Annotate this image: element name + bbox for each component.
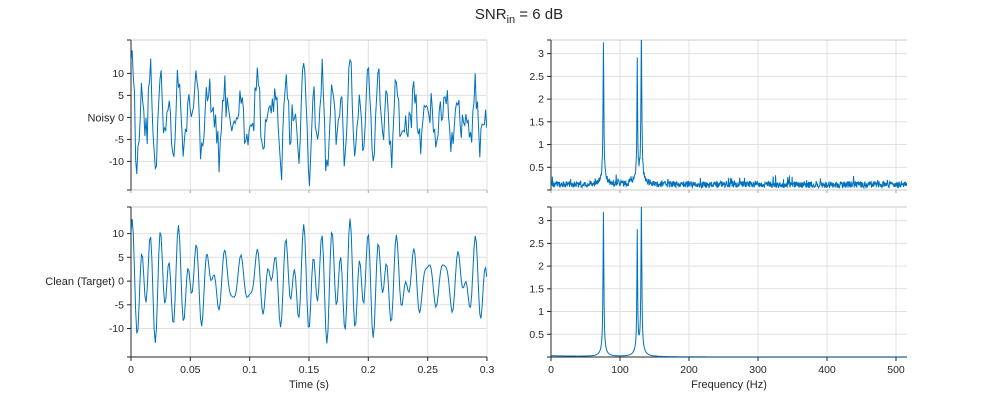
x-axis-label: Time (s) [289, 379, 329, 391]
x-tick-label: 500 [887, 364, 905, 376]
x-tick-label: 0.1 [242, 364, 257, 376]
figure-title: SNRin = 6 dB [131, 6, 907, 26]
y-tick-label: 10 [112, 68, 124, 80]
x-axis-label: Frequency (Hz) [691, 379, 767, 391]
y-tick-label: 2 [538, 261, 544, 273]
axes-noisy-spectrum: 0.5 1 1.5 2 2.5 3 [529, 39, 907, 193]
y-tick-label: 0 [118, 112, 124, 124]
x-tick-label: 400 [818, 364, 836, 376]
y-tick-label: 2.5 [529, 238, 544, 250]
y-tick-label: 5 [118, 90, 124, 102]
axes-clean-spectrum: 0 100 200 300 400 500 0.5 1 1.5 2 2.5 3 Frequency (H… [529, 206, 907, 391]
title-text: SNR [474, 6, 507, 23]
y-tick-label: 0 [118, 276, 124, 288]
clean-time-signal-line [131, 218, 487, 344]
x-tick-label: 0.25 [417, 364, 438, 376]
y-tick-label: 5 [118, 252, 124, 264]
clean-spectrum-signal-line [551, 207, 907, 357]
y-tick-label: 2.5 [529, 71, 544, 83]
y-axis-label: Clean (Target) [45, 276, 115, 288]
y-tick-label: 1 [538, 306, 544, 318]
y-tick-label: 3 [538, 48, 544, 60]
title-subscript: in [506, 14, 516, 26]
y-tick-label: 1.5 [529, 283, 544, 295]
y-axis-label: Noisy [87, 112, 115, 124]
y-tick-label: 0.5 [529, 162, 544, 174]
y-tick-label: 3 [538, 215, 544, 227]
x-tick-label: 200 [680, 364, 698, 376]
x-tick-label: 0.2 [361, 364, 376, 376]
axes-noisy-time: -10 -5 0 5 10 Noisy [87, 39, 488, 193]
x-tick-label: 0 [548, 364, 554, 376]
y-tick-label: 1 [538, 139, 544, 151]
x-tick-label: 0.15 [299, 364, 320, 376]
y-tick-label: -10 [109, 156, 124, 168]
y-tick-label: 2 [538, 94, 544, 106]
y-tick-label: -5 [115, 134, 124, 146]
y-tick-label: -5 [115, 299, 124, 311]
x-tick-label: 0 [128, 364, 134, 376]
axes-clean-time: 0 0.05 0.1 0.15 0.2 0.25 0.3 -10 -5 0 5 10 Clean (Ta… [45, 206, 495, 391]
x-tick-label: 0.3 [480, 364, 495, 376]
y-tick-label: 1.5 [529, 116, 544, 128]
noisy-spectrum-signal-line [551, 40, 907, 190]
x-tick-label: 0.05 [180, 364, 201, 376]
noisy-time-signal-line [131, 50, 487, 186]
x-tick-label: 300 [749, 364, 767, 376]
title-suffix: = 6 dB [515, 6, 564, 23]
y-tick-label: -10 [109, 323, 124, 335]
y-tick-label: 10 [112, 228, 124, 240]
y-tick-label: 0.5 [529, 329, 544, 341]
x-tick-label: 100 [611, 364, 629, 376]
